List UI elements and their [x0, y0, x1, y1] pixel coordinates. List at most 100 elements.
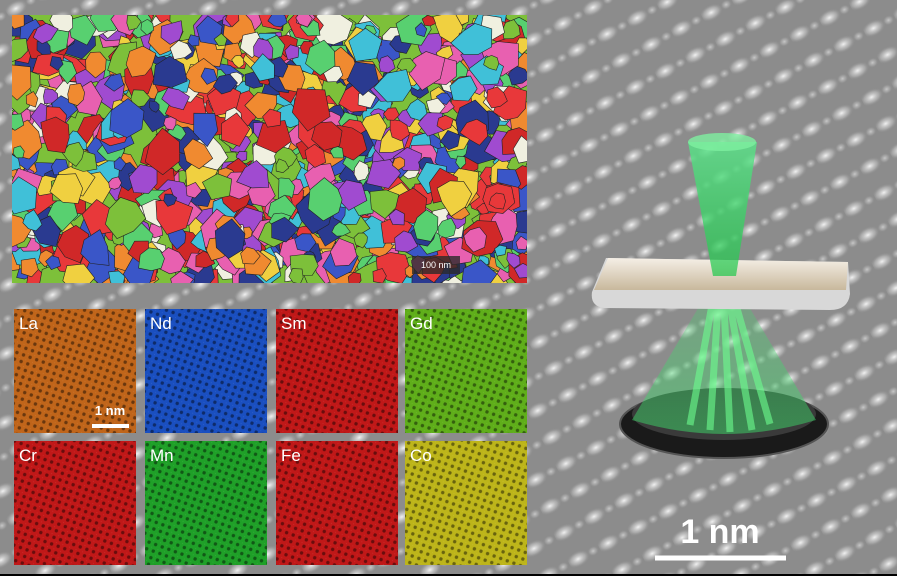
grain — [284, 44, 300, 61]
grain — [61, 141, 85, 167]
stem-diagram — [591, 133, 850, 459]
grain — [236, 160, 270, 189]
grain — [12, 113, 25, 131]
element-map-texture — [145, 441, 267, 565]
grain — [25, 91, 39, 108]
grain — [193, 112, 219, 148]
grain — [163, 193, 178, 207]
grain — [295, 15, 313, 28]
scale-label: 1 nm — [680, 513, 759, 551]
element-map-texture — [276, 309, 398, 433]
grain — [45, 255, 61, 270]
grain-map — [12, 15, 527, 283]
grain — [225, 15, 240, 28]
grain — [421, 15, 436, 27]
grain — [455, 155, 467, 170]
grain — [12, 214, 33, 248]
grain — [12, 38, 29, 63]
element-maps: La Nd Sm Gd Cr Mn Fe Co — [14, 309, 527, 565]
grain — [213, 32, 228, 47]
grain — [103, 73, 125, 92]
grain — [348, 27, 383, 62]
grain — [183, 138, 214, 170]
grain — [406, 98, 428, 121]
grain — [12, 176, 38, 215]
grain — [378, 55, 396, 74]
grain — [515, 235, 527, 250]
grain — [294, 233, 317, 253]
element-label: Fe — [281, 446, 301, 465]
grain — [486, 86, 508, 109]
element-map-texture — [14, 309, 136, 433]
grain — [49, 173, 84, 204]
grain — [288, 268, 304, 283]
grain — [395, 15, 432, 46]
grain — [514, 262, 527, 279]
element-label: Cr — [19, 446, 37, 465]
grain — [483, 55, 500, 71]
diffracted-beams — [686, 304, 774, 433]
grain — [346, 61, 380, 96]
grain — [161, 87, 190, 111]
grain — [109, 98, 145, 138]
grain — [253, 38, 274, 60]
grain — [347, 271, 362, 283]
grain — [185, 182, 203, 199]
element-label: Nd — [150, 314, 172, 333]
grain — [461, 259, 498, 283]
bottom-edge — [0, 575, 897, 581]
grain — [267, 15, 288, 28]
grain — [372, 268, 387, 283]
grain — [373, 69, 412, 103]
element-label: Co — [410, 446, 432, 465]
grain — [305, 39, 336, 76]
grain — [459, 118, 489, 146]
grain — [144, 127, 181, 176]
grain — [262, 108, 282, 128]
grain — [22, 209, 43, 232]
grain — [187, 34, 200, 47]
grain — [221, 112, 251, 147]
grain — [508, 65, 527, 86]
element-label: Gd — [410, 314, 433, 333]
grain — [436, 114, 454, 131]
grain — [148, 100, 160, 113]
element-map-texture — [405, 309, 527, 433]
grain — [160, 20, 183, 45]
grain — [488, 192, 506, 210]
grain — [271, 216, 300, 243]
bottom-line — [0, 574, 897, 576]
grain — [125, 45, 157, 78]
grain — [200, 67, 218, 85]
grain — [163, 116, 177, 131]
grain — [388, 208, 405, 226]
element-label: Sm — [281, 314, 307, 333]
grain — [307, 177, 343, 222]
grain — [67, 83, 85, 106]
grain — [67, 15, 97, 46]
grain — [231, 54, 245, 69]
grain — [437, 217, 457, 239]
grain — [463, 226, 487, 253]
grain — [389, 118, 410, 142]
grain — [170, 270, 194, 283]
grain — [140, 18, 155, 36]
grain — [20, 257, 39, 278]
grain — [506, 252, 521, 269]
grain — [126, 15, 142, 31]
grain — [105, 197, 147, 239]
grain-scale-box — [412, 256, 460, 274]
grain — [40, 116, 70, 154]
grain — [12, 15, 25, 30]
grain — [329, 237, 358, 267]
beam-top — [688, 133, 756, 151]
grain — [450, 23, 493, 56]
grain — [512, 135, 527, 164]
element-map-texture — [14, 441, 136, 565]
grain — [383, 107, 400, 121]
grain — [202, 173, 233, 201]
element-map-texture — [276, 441, 398, 565]
grain — [212, 73, 238, 95]
grain — [12, 64, 32, 101]
